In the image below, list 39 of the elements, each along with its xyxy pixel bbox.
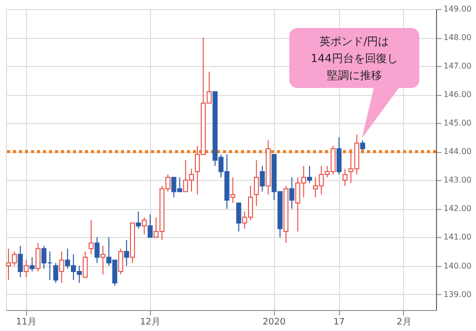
- y-tick-label: 139.00: [444, 290, 472, 299]
- candlestick: [289, 176, 294, 210]
- candlestick: [88, 220, 94, 255]
- y-tick-label: 149.00: [444, 4, 472, 14]
- y-tick-label: 142.00: [444, 204, 472, 214]
- candlestick: [82, 251, 88, 278]
- candlestick: [100, 245, 106, 275]
- x-tick-label: 11月: [16, 318, 36, 328]
- y-tick-label: 143.00: [444, 176, 472, 185]
- candlestick: [36, 242, 41, 272]
- y-tick-label: 145.00: [444, 118, 472, 128]
- candlestick: [254, 160, 259, 206]
- candlestick: [30, 256, 35, 272]
- candlestick: [342, 168, 348, 186]
- candlestick: [118, 248, 124, 275]
- candlestick: [94, 236, 100, 264]
- x-tick-label: 17: [333, 318, 345, 328]
- candlestick: [236, 202, 242, 232]
- candlestick: [260, 165, 265, 192]
- candlestick: [336, 136, 342, 175]
- x-tick-label: 2020: [262, 318, 286, 328]
- candlestick: [18, 245, 23, 278]
- y-tick-label: 141.00: [444, 232, 472, 242]
- candlestick: [307, 165, 312, 184]
- x-tick-label: 12月: [140, 318, 160, 328]
- candlestick: [24, 260, 29, 278]
- candlestick: [124, 240, 130, 266]
- x-tick-label: 2月: [396, 318, 412, 328]
- candlestick: [59, 251, 64, 284]
- candlestick: [230, 176, 236, 204]
- candlestick: [136, 211, 141, 230]
- y-tick-label: 140.00: [444, 261, 472, 270]
- candlestick: [53, 262, 58, 284]
- candlestick: [148, 214, 153, 238]
- y-tick-label: 148.00: [444, 33, 472, 42]
- y-tick-label: 146.00: [444, 90, 472, 100]
- candlestick: [142, 216, 147, 235]
- y-tick-label: 144.00: [444, 147, 472, 156]
- y-tick-label: 147.00: [444, 62, 472, 71]
